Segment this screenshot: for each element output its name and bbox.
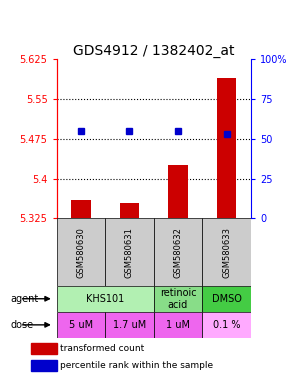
Bar — [71, 200, 90, 218]
Bar — [105, 312, 154, 338]
Text: GSM580633: GSM580633 — [222, 227, 231, 278]
Text: 1.7 uM: 1.7 uM — [113, 320, 146, 330]
Bar — [120, 202, 139, 218]
Text: GSM580632: GSM580632 — [173, 227, 182, 278]
Bar — [168, 166, 188, 218]
Text: GSM580631: GSM580631 — [125, 227, 134, 278]
Bar — [202, 312, 251, 338]
Text: KHS101: KHS101 — [86, 294, 124, 304]
Bar — [202, 218, 251, 286]
Bar — [57, 286, 154, 312]
Text: GSM580630: GSM580630 — [76, 227, 85, 278]
Bar — [202, 286, 251, 312]
Text: 1 uM: 1 uM — [166, 320, 190, 330]
Bar — [217, 78, 236, 218]
Text: 0.1 %: 0.1 % — [213, 320, 240, 330]
Text: 5 uM: 5 uM — [69, 320, 93, 330]
Text: retinoic
acid: retinoic acid — [160, 288, 196, 310]
Bar — [154, 312, 202, 338]
Text: DMSO: DMSO — [212, 294, 242, 304]
Text: dose: dose — [10, 320, 33, 330]
Text: percentile rank within the sample: percentile rank within the sample — [60, 361, 213, 370]
Title: GDS4912 / 1382402_at: GDS4912 / 1382402_at — [73, 44, 234, 58]
Bar — [31, 360, 57, 371]
Bar — [154, 286, 202, 312]
Text: transformed count: transformed count — [60, 344, 144, 353]
Text: agent: agent — [10, 294, 39, 304]
Bar — [105, 218, 154, 286]
Bar — [31, 343, 57, 354]
Bar — [57, 218, 105, 286]
Bar — [57, 312, 105, 338]
Bar — [154, 218, 202, 286]
